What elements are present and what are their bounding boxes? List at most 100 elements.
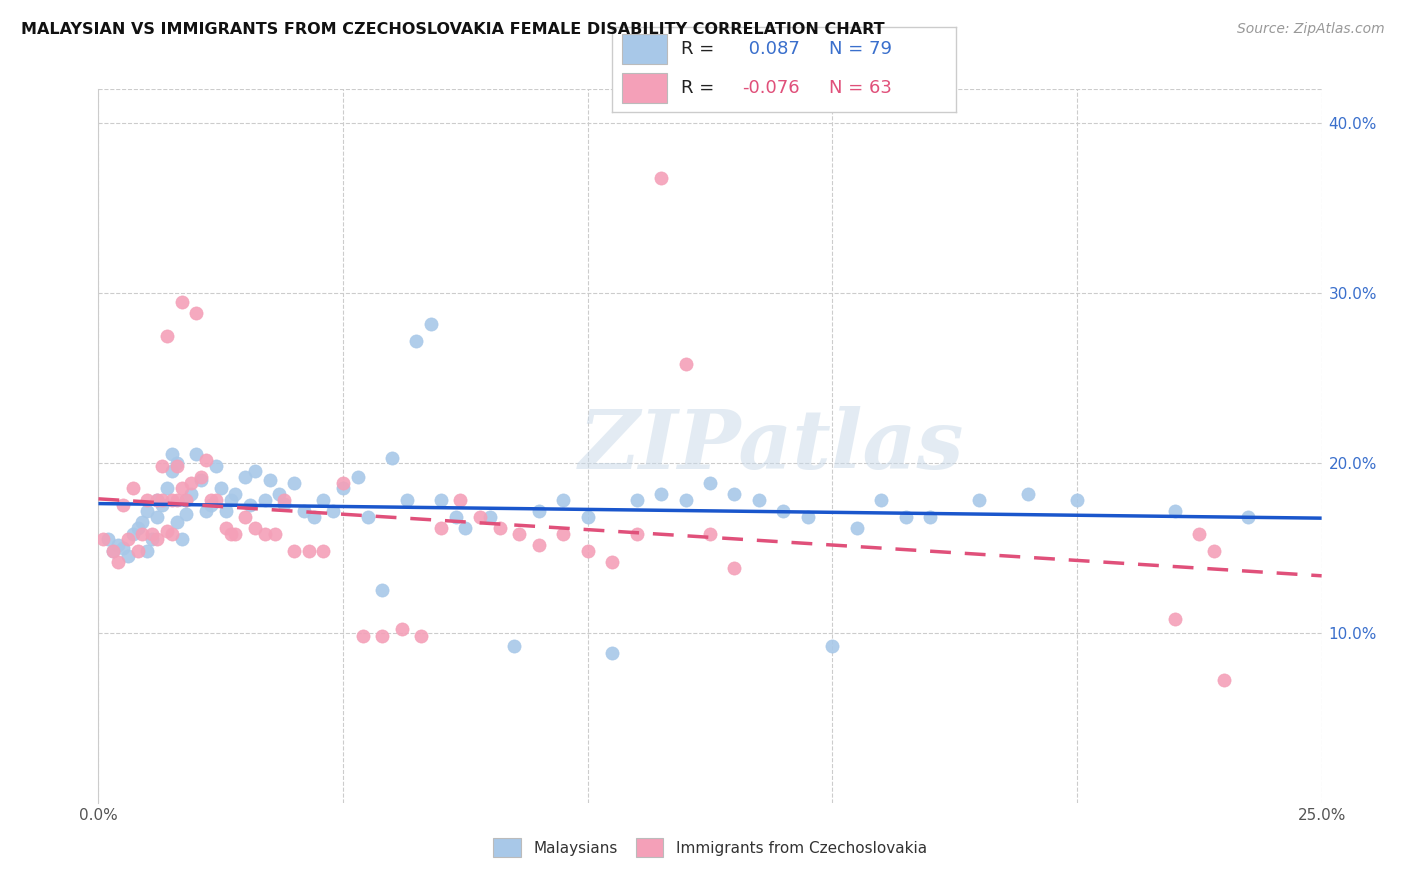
Point — [200, 493, 222, 508]
Point — [146, 510, 169, 524]
Point — [430, 493, 453, 508]
Point — [312, 544, 335, 558]
Text: N = 63: N = 63 — [828, 78, 891, 96]
Point — [381, 450, 404, 465]
Point — [1164, 503, 1187, 517]
Point — [600, 646, 623, 660]
Point — [107, 555, 129, 569]
Point — [356, 510, 378, 524]
Point — [166, 456, 188, 470]
Text: ZIPatlas: ZIPatlas — [578, 406, 965, 486]
Point — [283, 476, 305, 491]
Point — [1237, 510, 1260, 524]
Point — [312, 493, 335, 508]
Point — [146, 533, 169, 547]
Point — [332, 482, 354, 496]
Point — [127, 520, 149, 534]
Point — [1212, 673, 1234, 688]
Point — [233, 469, 256, 483]
Point — [302, 510, 325, 524]
Point — [371, 583, 394, 598]
Point — [527, 537, 550, 551]
Point — [626, 527, 648, 541]
Point — [170, 294, 193, 309]
Point — [488, 520, 510, 534]
Point — [508, 527, 530, 541]
Point — [1202, 544, 1225, 558]
Point — [117, 533, 139, 547]
Point — [239, 499, 262, 513]
Point — [527, 503, 550, 517]
Point — [131, 527, 153, 541]
Bar — [621, 72, 666, 103]
Point — [156, 482, 179, 496]
Point — [160, 527, 183, 541]
Point — [675, 493, 697, 508]
Point — [748, 493, 770, 508]
Point — [454, 520, 477, 534]
Point — [224, 486, 246, 500]
Point — [117, 549, 139, 564]
Point — [195, 452, 218, 467]
Point — [180, 486, 202, 500]
Point — [150, 459, 173, 474]
Point — [468, 510, 491, 524]
Point — [160, 448, 183, 462]
Point — [920, 510, 942, 524]
Point — [723, 561, 745, 575]
Point — [894, 510, 917, 524]
Point — [170, 482, 193, 496]
Point — [200, 499, 222, 513]
Point — [553, 527, 575, 541]
Point — [967, 493, 990, 508]
Point — [332, 476, 354, 491]
Point — [160, 493, 183, 508]
Point — [214, 520, 236, 534]
Text: -0.076: -0.076 — [742, 78, 800, 96]
Point — [243, 465, 266, 479]
Point — [283, 544, 305, 558]
Point — [91, 533, 114, 547]
Point — [219, 527, 242, 541]
Point — [243, 520, 266, 534]
Point — [444, 510, 467, 524]
Point — [150, 499, 173, 513]
Point — [214, 503, 236, 517]
Point — [430, 520, 453, 534]
Point — [1017, 486, 1039, 500]
Text: Source: ZipAtlas.com: Source: ZipAtlas.com — [1237, 22, 1385, 37]
Point — [269, 486, 291, 500]
Point — [263, 527, 285, 541]
Point — [503, 640, 526, 654]
Point — [156, 524, 179, 538]
Legend: Malaysians, Immigrants from Czechoslovakia: Malaysians, Immigrants from Czechoslovak… — [488, 832, 932, 863]
Point — [352, 629, 374, 643]
Point — [233, 510, 256, 524]
Point — [205, 493, 228, 508]
Point — [600, 555, 623, 569]
Point — [190, 473, 212, 487]
Point — [176, 493, 198, 508]
Point — [405, 334, 427, 348]
Point — [156, 328, 179, 343]
Point — [166, 516, 188, 530]
Point — [176, 507, 198, 521]
Point — [219, 493, 242, 508]
Text: 0.087: 0.087 — [742, 40, 800, 58]
Point — [205, 459, 228, 474]
Point — [111, 499, 134, 513]
Point — [141, 527, 163, 541]
Point — [576, 510, 599, 524]
Point — [371, 629, 394, 643]
Point — [160, 465, 183, 479]
Point — [136, 503, 159, 517]
Point — [821, 640, 844, 654]
Point — [322, 503, 344, 517]
Point — [101, 544, 124, 558]
Text: N = 79: N = 79 — [828, 40, 891, 58]
Point — [450, 493, 472, 508]
Point — [650, 170, 672, 185]
Point — [136, 493, 159, 508]
Point — [420, 317, 443, 331]
Point — [797, 510, 820, 524]
